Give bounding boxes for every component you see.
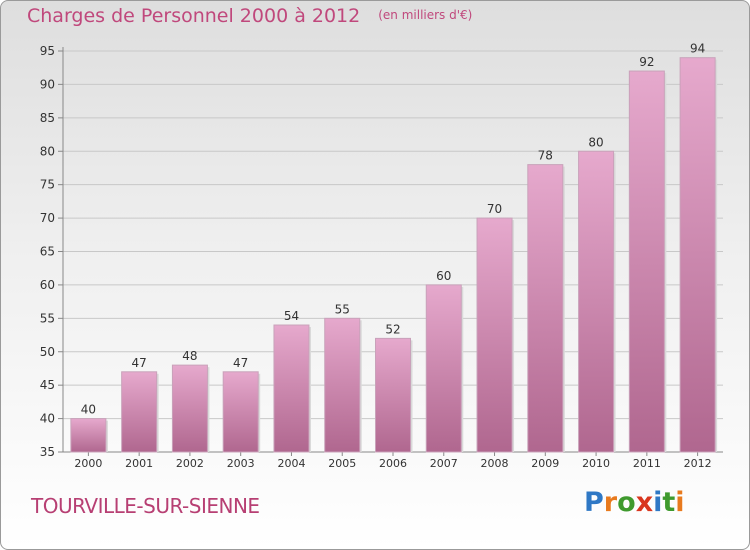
bar bbox=[222, 371, 259, 453]
x-tick-label: 2012 bbox=[684, 457, 712, 470]
bar bbox=[171, 364, 208, 453]
bar-value-label: 60 bbox=[436, 269, 451, 283]
y-tick-label: 55 bbox=[40, 311, 55, 325]
x-tick-label: 2005 bbox=[328, 457, 356, 470]
x-tick-label: 2011 bbox=[633, 457, 661, 470]
bar-value-label: 52 bbox=[385, 322, 400, 336]
x-tick-label: 2001 bbox=[125, 457, 153, 470]
x-tick-label: 2000 bbox=[74, 457, 102, 470]
y-tick-label: 95 bbox=[40, 44, 55, 58]
bar bbox=[679, 57, 716, 453]
bar bbox=[578, 150, 615, 453]
bar-value-label: 94 bbox=[690, 42, 705, 56]
y-tick-label: 85 bbox=[40, 111, 55, 125]
bar bbox=[121, 371, 158, 453]
x-tick-label: 2004 bbox=[277, 457, 305, 470]
chart-title: Charges de Personnel 2000 à 2012 (en mill… bbox=[27, 5, 472, 27]
x-tick-label: 2010 bbox=[582, 457, 610, 470]
axes: 35 40 45 50 55 60 65 70 75 80 85 90 95 2000 2001 2002 20… bbox=[40, 44, 723, 470]
logo-letter: r bbox=[603, 487, 618, 518]
commune-name: TOURVILLE-SUR-SIENNE bbox=[31, 494, 260, 518]
y-tick-label: 70 bbox=[40, 211, 55, 225]
bar-value-label: 55 bbox=[335, 302, 350, 316]
x-tick-label: 2003 bbox=[227, 457, 255, 470]
bar-value-label: 92 bbox=[639, 55, 654, 69]
bar-value-label: 47 bbox=[233, 356, 248, 370]
bar-value-label: 80 bbox=[588, 135, 603, 149]
x-tick-label: 2007 bbox=[430, 457, 458, 470]
bar-value-label: 78 bbox=[538, 149, 553, 163]
bar bbox=[425, 284, 462, 453]
bar-value-label: 40 bbox=[81, 403, 96, 417]
y-tick-label: 60 bbox=[40, 278, 55, 292]
bar-value-label: 70 bbox=[487, 202, 502, 216]
bar-value-label: 47 bbox=[132, 356, 147, 370]
logo-letter: i bbox=[653, 487, 663, 518]
bar bbox=[273, 324, 310, 453]
bar bbox=[628, 70, 665, 453]
bar bbox=[70, 418, 107, 453]
logo-letter: t bbox=[662, 487, 676, 518]
bars: 40 47 48 47 54 55 52 60 70 78 80 92 94 bbox=[70, 42, 718, 453]
x-tick-label: 2009 bbox=[531, 457, 559, 470]
proxiti-logo: Proxiti bbox=[584, 487, 685, 518]
y-tick-label: 35 bbox=[40, 445, 55, 459]
bar bbox=[527, 164, 564, 453]
logo-letter: P bbox=[584, 487, 604, 518]
chart-unit-label: (en milliers d'€) bbox=[378, 8, 473, 22]
bar-value-label: 54 bbox=[284, 309, 299, 323]
logo-letter: i bbox=[675, 487, 685, 518]
bar-value-label: 48 bbox=[182, 349, 197, 363]
y-tick-label: 90 bbox=[40, 77, 55, 91]
y-tick-label: 80 bbox=[40, 144, 55, 158]
logo-letter: x bbox=[635, 487, 654, 518]
chart-title-text: Charges de Personnel 2000 à 2012 bbox=[27, 5, 361, 27]
bar bbox=[476, 217, 513, 453]
y-tick-label: 45 bbox=[40, 378, 55, 392]
bar bbox=[324, 317, 361, 453]
y-tick-label: 65 bbox=[40, 245, 55, 259]
x-tick-label: 2002 bbox=[176, 457, 204, 470]
logo-letter: o bbox=[617, 487, 636, 518]
y-tick-label: 75 bbox=[40, 178, 55, 192]
x-tick-label: 2008 bbox=[481, 457, 509, 470]
y-tick-label: 50 bbox=[40, 345, 55, 359]
y-tick-label: 40 bbox=[40, 412, 55, 426]
x-tick-label: 2006 bbox=[379, 457, 407, 470]
bar bbox=[375, 337, 411, 453]
